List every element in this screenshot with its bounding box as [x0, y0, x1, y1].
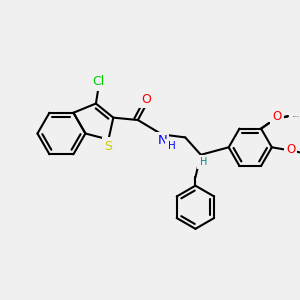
Text: N: N	[158, 134, 167, 147]
Text: O: O	[270, 107, 279, 120]
Text: methoxy1: methoxy1	[293, 116, 300, 117]
Text: Cl: Cl	[92, 76, 104, 88]
Text: O: O	[286, 143, 296, 156]
Text: H: H	[200, 157, 207, 167]
Text: O: O	[272, 110, 282, 123]
Text: S: S	[104, 140, 112, 153]
Text: H: H	[168, 141, 175, 152]
Text: O: O	[141, 92, 151, 106]
